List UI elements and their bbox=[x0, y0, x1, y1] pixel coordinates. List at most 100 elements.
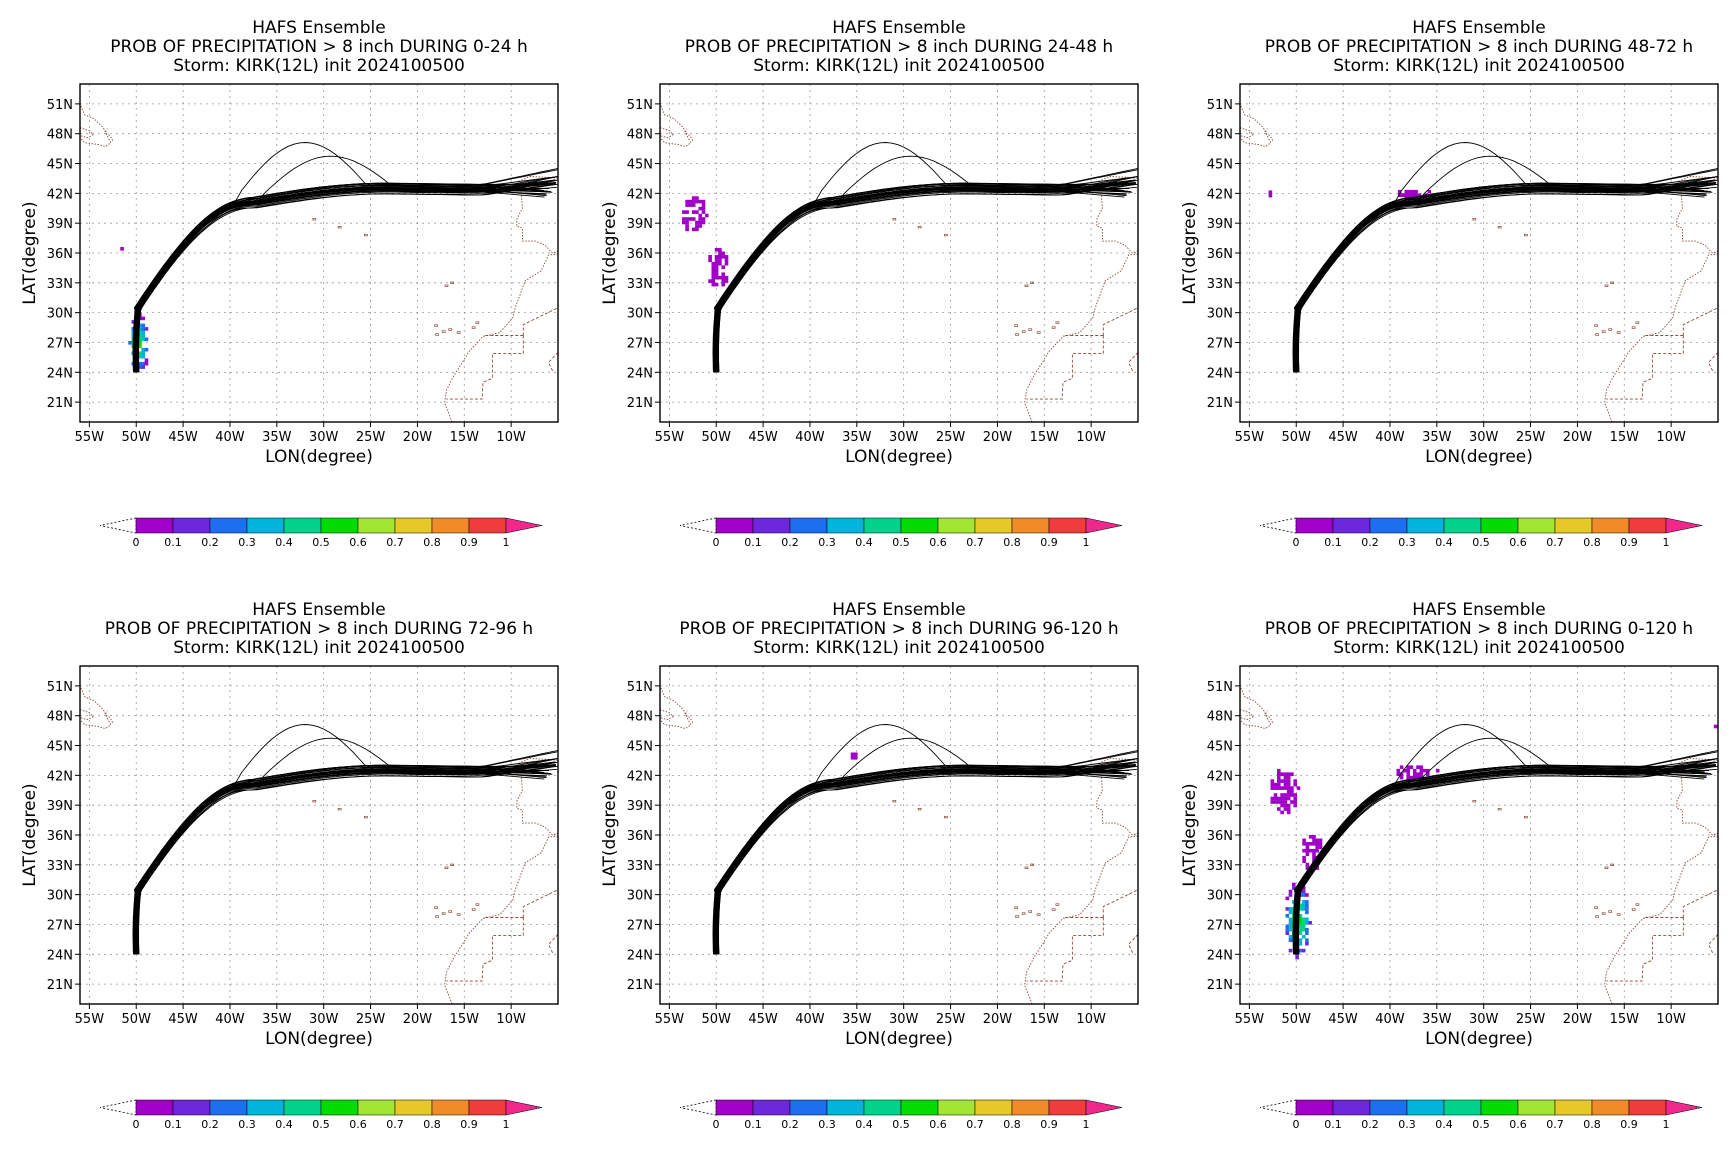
probability-cell bbox=[1305, 893, 1309, 897]
probability-cell bbox=[1270, 779, 1275, 783]
y-axis-label: LAT(degree) bbox=[20, 201, 40, 304]
probability-cell bbox=[1301, 924, 1306, 929]
x-tick-label: 45W bbox=[748, 1012, 778, 1027]
colorbar-label: 0.8 bbox=[423, 1118, 441, 1131]
ensemble-track bbox=[1296, 182, 1717, 373]
ensemble-track bbox=[712, 183, 1129, 373]
colorbar-label: 0.3 bbox=[238, 1118, 256, 1131]
probability-cell bbox=[1305, 900, 1309, 904]
colorbar-segment bbox=[715, 1099, 754, 1116]
colorbar-under-arrow bbox=[99, 517, 137, 534]
y-tick-label: 42N bbox=[627, 769, 653, 784]
ensemble-track bbox=[1294, 762, 1716, 955]
probability-cell bbox=[711, 275, 716, 280]
y-tick-label: 21N bbox=[627, 978, 653, 993]
colorbar-segment bbox=[900, 1099, 939, 1116]
x-tick-label: 50W bbox=[122, 430, 152, 445]
probability-cell bbox=[711, 261, 716, 266]
panel-storm-title: Storm: KIRK(12L) init 2024100500 bbox=[1333, 638, 1625, 658]
probability-cell bbox=[141, 327, 145, 331]
probability-cell bbox=[698, 199, 702, 204]
ensemble-track bbox=[1295, 769, 1707, 955]
x-tick-label: 40W bbox=[1375, 430, 1405, 445]
ensemble-track bbox=[135, 758, 558, 955]
probability-cell bbox=[1308, 835, 1313, 839]
ensemble-track bbox=[716, 176, 1138, 373]
ensemble-track bbox=[714, 765, 1136, 955]
country-border bbox=[1102, 307, 1138, 336]
colorbar-label: 0.7 bbox=[966, 536, 984, 549]
ensemble-track bbox=[1295, 761, 1716, 955]
island bbox=[471, 908, 476, 911]
probability-cell bbox=[1277, 772, 1281, 776]
colorbar-label: 1 bbox=[503, 536, 510, 549]
colorbar-segment bbox=[937, 1099, 976, 1116]
probability-cell bbox=[1411, 189, 1415, 194]
probability-cell bbox=[144, 358, 149, 362]
colorbar-segment bbox=[1369, 517, 1408, 534]
y-tick-label: 30N bbox=[1207, 889, 1233, 904]
x-tick-label: 35W bbox=[1422, 1012, 1452, 1027]
panel-model-title: HAFS Ensemble bbox=[252, 600, 385, 620]
colorbar-label: 0.2 bbox=[201, 1118, 219, 1131]
probability-cell bbox=[1288, 893, 1293, 897]
ensemble-track bbox=[1294, 751, 1718, 955]
probability-cell bbox=[1290, 789, 1294, 794]
probability-cell bbox=[1295, 955, 1299, 960]
colorbar-label: 0.3 bbox=[1398, 1118, 1416, 1131]
probability-cell bbox=[1298, 931, 1303, 935]
colorbar-label: 1 bbox=[1083, 1118, 1090, 1131]
probability-blob bbox=[1270, 768, 1301, 815]
panel-storm-title: Storm: KIRK(12L) init 2024100500 bbox=[1333, 56, 1625, 76]
ensemble-track bbox=[135, 179, 556, 373]
ensemble-track bbox=[717, 183, 1138, 373]
probability-cell bbox=[141, 361, 145, 366]
y-tick-label: 30N bbox=[627, 889, 653, 904]
probability-cell bbox=[682, 220, 686, 225]
probability-cell bbox=[141, 316, 145, 321]
x-tick-label: 10W bbox=[1076, 1012, 1106, 1027]
x-tick-label: 10W bbox=[1656, 430, 1686, 445]
ensemble-track bbox=[137, 761, 558, 955]
y-tick-label: 48N bbox=[627, 710, 653, 725]
probability-cell bbox=[1305, 848, 1310, 853]
probability-cell bbox=[714, 275, 719, 280]
panel-variable-title: PROB OF PRECIPITATION > 8 inch DURING 96… bbox=[679, 619, 1118, 639]
ensemble-track bbox=[137, 183, 558, 373]
colorbar-segment bbox=[826, 1099, 865, 1116]
colorbar-label: 0.7 bbox=[1546, 1118, 1564, 1131]
probability-cell bbox=[695, 199, 699, 204]
ensemble-track bbox=[134, 751, 558, 955]
colorbar-label: 1 bbox=[503, 1118, 510, 1131]
probability-cell bbox=[1419, 772, 1424, 776]
probability-cell bbox=[128, 341, 132, 345]
probability-cell bbox=[141, 323, 145, 328]
probability-cell bbox=[1273, 800, 1278, 804]
y-tick-label: 33N bbox=[1207, 277, 1233, 292]
probability-cell bbox=[718, 248, 722, 252]
y-tick-label: 27N bbox=[1207, 336, 1233, 351]
coastline bbox=[1604, 253, 1718, 422]
colorbar-segment bbox=[1369, 1099, 1408, 1116]
probability-cell bbox=[714, 258, 719, 263]
probability-cell bbox=[1414, 193, 1418, 197]
probability-cell bbox=[1290, 786, 1294, 790]
probability-cell bbox=[685, 210, 689, 214]
colorbar-label: 0.9 bbox=[460, 536, 478, 549]
colorbar-label: 0.1 bbox=[164, 536, 182, 549]
probability-cell bbox=[688, 217, 693, 221]
probability-blob bbox=[682, 196, 709, 232]
x-axis-label: LON(degree) bbox=[845, 1029, 953, 1049]
probability-blob bbox=[1396, 765, 1440, 780]
x-axis-label: LON(degree) bbox=[845, 447, 953, 467]
ensemble-track bbox=[715, 187, 1127, 373]
probability-cell bbox=[714, 255, 719, 259]
probability-cell bbox=[141, 354, 145, 359]
probability-cell bbox=[1409, 775, 1414, 780]
colorbar-over-arrow bbox=[505, 517, 543, 534]
colorbar-label: 0.9 bbox=[1620, 536, 1638, 549]
probability-cell bbox=[695, 224, 699, 228]
colorbar-segment bbox=[209, 1099, 248, 1116]
y-tick-label: 45N bbox=[1207, 158, 1233, 173]
probability-cell bbox=[138, 334, 142, 338]
